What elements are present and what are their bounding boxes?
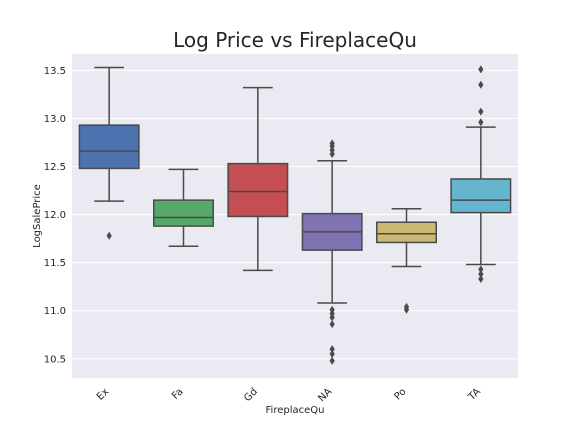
x-axis-label: FireplaceQu: [266, 405, 325, 416]
outlier-point: [478, 65, 484, 74]
outlier-point: [329, 313, 335, 322]
outlier-point: [106, 231, 112, 240]
box-iqr: [450, 178, 512, 214]
x-axis-ticks: Ex Fa Gd NA Po TA: [95, 386, 483, 404]
y-axis-label: LogSalePrice: [32, 184, 43, 248]
boxes: [78, 65, 512, 365]
x-tick-label: TA: [466, 386, 483, 403]
outlier-point: [403, 305, 410, 314]
y-tick-label: 13.5: [44, 66, 66, 77]
box-TA: [450, 65, 512, 283]
box-iqr: [227, 162, 289, 218]
x-tick-label: Ex: [95, 386, 111, 402]
outlier-point: [478, 270, 484, 279]
y-tick-label: 13.0: [44, 114, 66, 125]
outlier-point: [329, 349, 335, 358]
outlier-point: [329, 320, 335, 329]
y-tick-label: 12.0: [44, 210, 66, 221]
outlier-point: [478, 118, 484, 127]
outlier-point: [478, 274, 484, 283]
box-NA: [301, 139, 363, 365]
box-Ex: [78, 66, 140, 240]
outlier-point: [478, 265, 484, 274]
plot-area: [72, 54, 518, 378]
chart-title: Log Price vs FireplaceQu: [173, 28, 417, 52]
x-tick-label: Po: [393, 386, 409, 402]
y-tick-label: 11.0: [44, 306, 66, 317]
x-tick-label: Fa: [170, 386, 186, 402]
y-tick-label: 11.5: [44, 258, 66, 269]
outlier-point: [478, 80, 484, 89]
outlier-point: [329, 345, 335, 354]
y-axis-ticks: 10.5 11.0 11.5 12.0 12.5 13.0 13.5: [44, 66, 66, 365]
y-tick-label: 10.5: [44, 354, 66, 365]
outlier-point: [329, 139, 335, 148]
y-tick-label: 12.5: [44, 162, 66, 173]
x-tick-label: NA: [316, 386, 334, 404]
outlier-point: [329, 356, 335, 365]
grid-lines: [72, 69, 518, 360]
box-iqr: [153, 199, 214, 227]
box-iqr: [376, 221, 437, 244]
box-iqr: [78, 124, 140, 170]
outlier-point: [478, 107, 484, 116]
box-Gd: [227, 86, 289, 272]
box-Fa: [153, 168, 214, 248]
box-Po: [376, 208, 437, 314]
x-tick-label: Gd: [242, 386, 260, 404]
